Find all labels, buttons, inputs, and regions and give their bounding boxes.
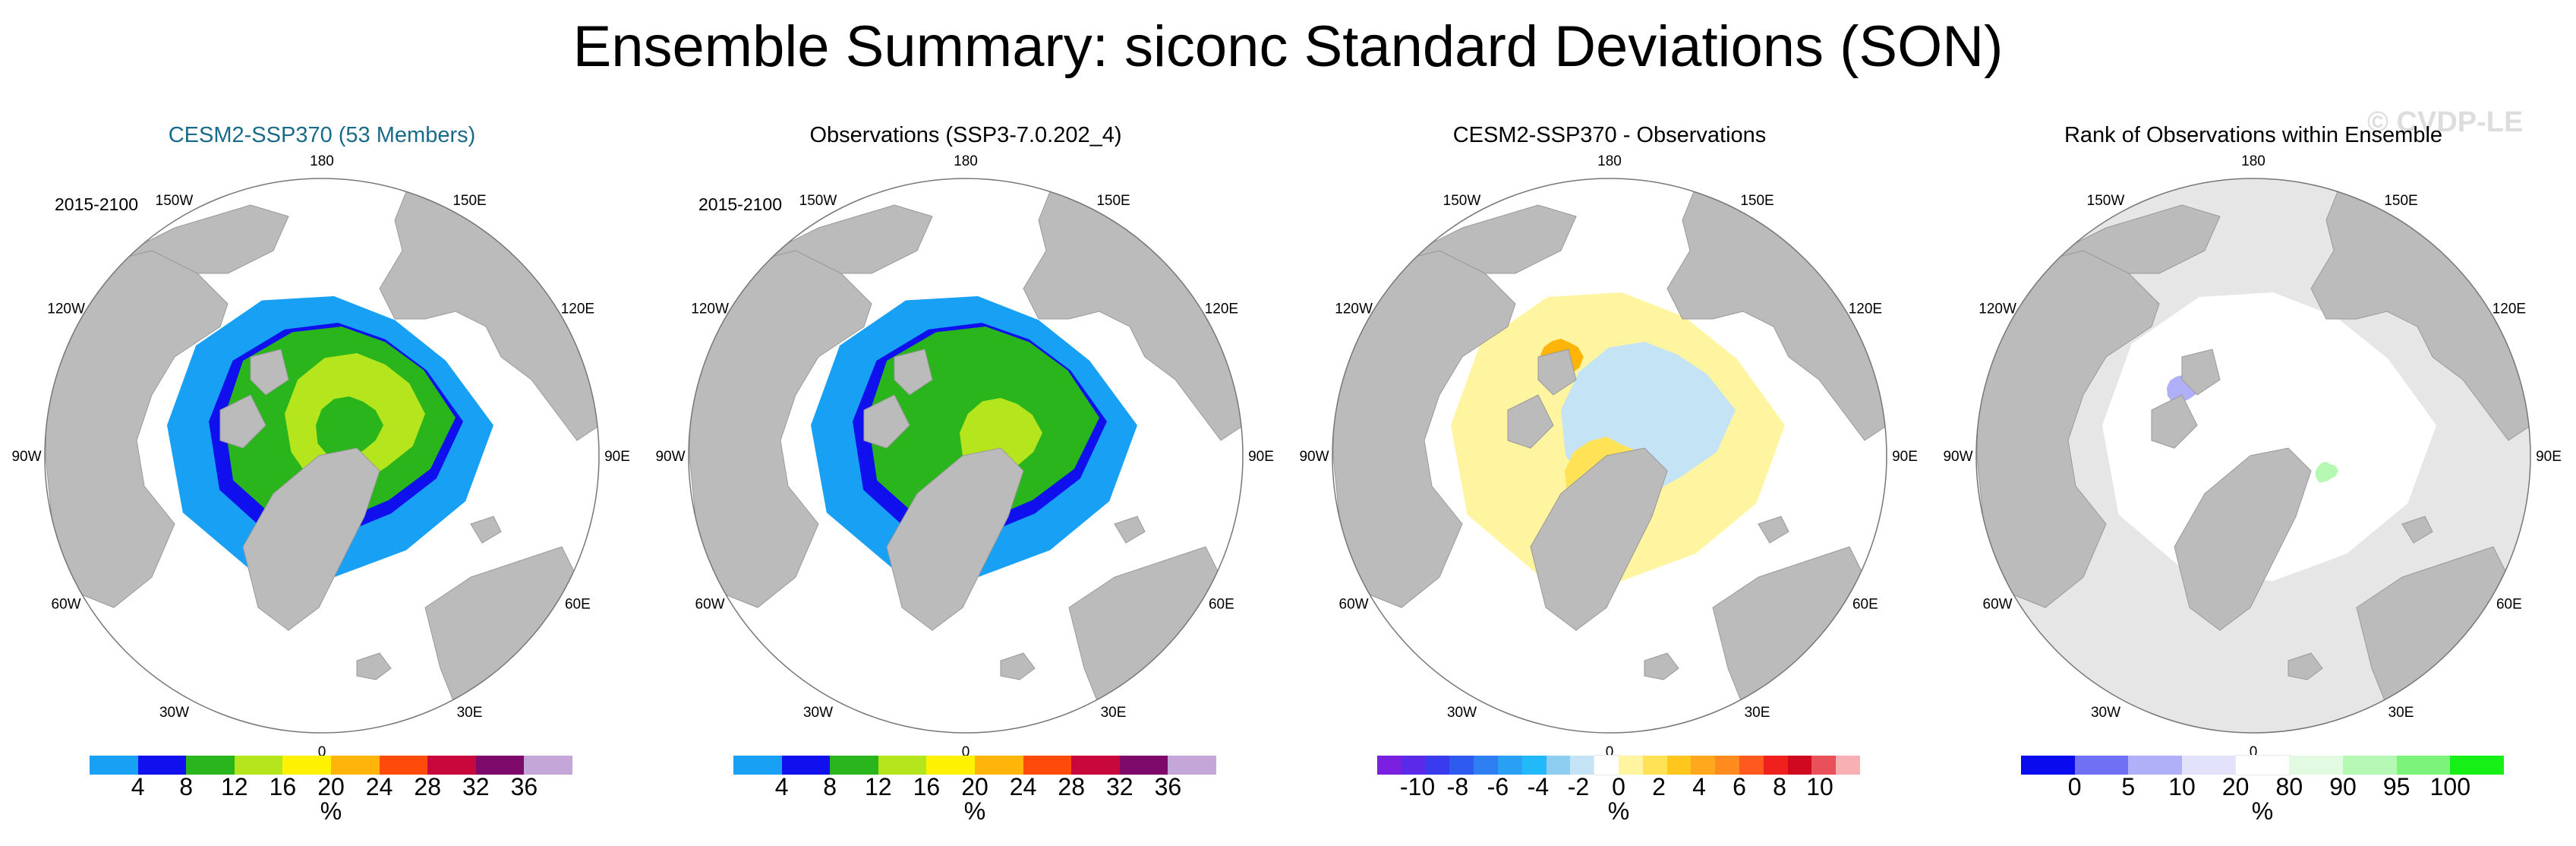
land-mass	[1000, 652, 1036, 680]
land-mass	[470, 516, 502, 544]
land-mass	[1537, 349, 1577, 396]
land-mass	[2037, 204, 2221, 274]
longitude-label: 180	[1597, 153, 1622, 169]
longitude-label: 60E	[1209, 597, 1234, 613]
map-boundary	[1975, 178, 2531, 734]
longitude-label: 120W	[47, 301, 85, 317]
land-mass	[250, 349, 289, 396]
land-mass	[1393, 204, 1577, 274]
panel-title: CESM2-SSP370 - Observations	[1452, 123, 1767, 147]
panel-difference: CESM2-SSP370 - Observations 180 150E 120E 9…	[1288, 0, 1931, 846]
land-mass	[106, 204, 289, 274]
polar-map: 180 150E 120E 90E 60E 30E 0 30W 60W 90W 120W 150W	[11, 153, 630, 760]
panel-title: Observations (SSP3-7.0.202_4)	[809, 123, 1122, 147]
longitude-label: 0	[2250, 744, 2258, 760]
longitude-label: 60E	[565, 597, 591, 613]
land-mass	[2151, 394, 2198, 449]
longitude-label: 30E	[1745, 705, 1770, 721]
panel-title: Rank of Observations within Ensemble	[2064, 123, 2443, 147]
longitude-label: 120W	[691, 301, 729, 317]
land-mass	[2288, 652, 2323, 680]
land-mass	[886, 447, 1024, 631]
longitude-label: 90E	[1892, 449, 1918, 465]
longitude-label: 60W	[1983, 597, 2013, 613]
period-label: 2015-2100	[698, 194, 782, 214]
longitude-label: 120E	[1205, 301, 1238, 317]
land-mass	[894, 349, 933, 396]
polar-map: 180 150E 120E 90E 60E 30E 0 30W 60W 90W 120W 150W	[1299, 153, 1918, 760]
longitude-label: 150W	[799, 193, 837, 209]
land-mass	[356, 652, 392, 680]
polar-map: 180 150E 120E 90E 60E 30E 0 30W 60W 90W 120W 150W	[655, 153, 1274, 760]
land-mass	[2174, 447, 2312, 631]
longitude-label: 90W	[1943, 449, 1972, 465]
land-mass	[863, 394, 910, 449]
longitude-label: 120W	[1335, 301, 1373, 317]
longitude-label: 30W	[803, 705, 833, 721]
longitude-label: 30E	[457, 705, 483, 721]
panel-observations: Observations (SSP3-7.0.202_4) 2015-2100 …	[644, 0, 1288, 846]
land-mass	[749, 204, 933, 274]
land-mass	[1530, 447, 1668, 631]
longitude-label: 30W	[2091, 705, 2120, 721]
longitude-label: 60E	[1852, 597, 1878, 613]
longitude-label: 150E	[1096, 193, 1130, 209]
longitude-label: 0	[1606, 744, 1614, 760]
longitude-label: 150W	[1443, 193, 1481, 209]
longitude-label: 180	[310, 153, 334, 169]
land-mass	[1114, 516, 1146, 544]
longitude-label: 60W	[1339, 597, 1369, 613]
longitude-label: 150E	[1740, 193, 1774, 209]
longitude-label: 120E	[1849, 301, 1882, 317]
land-mass	[242, 447, 380, 631]
longitude-label: 30E	[2388, 705, 2414, 721]
polar-map: 180 150E 120E 90E 60E 30E 0 30W 60W 90W 120W 150W	[1943, 153, 2562, 760]
watermark: © CVDP-LE	[2367, 106, 2524, 138]
longitude-label: 0	[962, 744, 970, 760]
longitude-label: 120E	[2492, 301, 2526, 317]
land-mass	[2181, 349, 2221, 396]
longitude-label: 30E	[1101, 705, 1127, 721]
longitude-label: 120W	[1979, 301, 2016, 317]
figure-title: Ensemble Summary: siconc Standard Deviat…	[572, 14, 2004, 79]
longitude-label: 0	[318, 744, 326, 760]
longitude-label: 60W	[695, 597, 725, 613]
longitude-label: 30W	[1447, 705, 1477, 721]
land-mass	[219, 394, 266, 449]
panel-title: CESM2-SSP370 (53 Members)	[168, 123, 476, 147]
longitude-label: 120E	[561, 301, 594, 317]
sea-ice-field	[2316, 462, 2338, 483]
longitude-label: 90E	[604, 449, 630, 465]
land-mass	[1758, 516, 1789, 544]
period-label: 2015-2100	[55, 194, 138, 214]
longitude-label: 60E	[2496, 597, 2522, 613]
longitude-label: 150W	[156, 193, 194, 209]
panel-cesm2-ssp370: CESM2-SSP370 (53 Members) 2015-2100 180 1…	[0, 0, 644, 846]
longitude-label: 180	[2241, 153, 2265, 169]
land-mass	[1644, 652, 1679, 680]
longitude-label: 90E	[2536, 449, 2562, 465]
longitude-label: 180	[954, 153, 978, 169]
sea-ice-field	[316, 396, 383, 459]
panel-rank: Rank of Observations within Ensemble 180…	[1931, 0, 2575, 846]
longitude-label: 90W	[11, 449, 41, 465]
longitude-label: 150E	[2384, 193, 2417, 209]
map-boundary	[688, 178, 1244, 734]
longitude-label: 60W	[52, 597, 81, 613]
map-boundary	[44, 178, 600, 734]
longitude-label: 150E	[452, 193, 486, 209]
longitude-label: 90W	[655, 449, 685, 465]
longitude-label: 30W	[159, 705, 189, 721]
longitude-label: 150W	[2087, 193, 2125, 209]
land-mass	[2401, 516, 2433, 544]
longitude-label: 90E	[1248, 449, 1274, 465]
land-mass	[1507, 394, 1554, 449]
map-boundary	[1332, 178, 1887, 734]
longitude-label: 90W	[1299, 449, 1329, 465]
